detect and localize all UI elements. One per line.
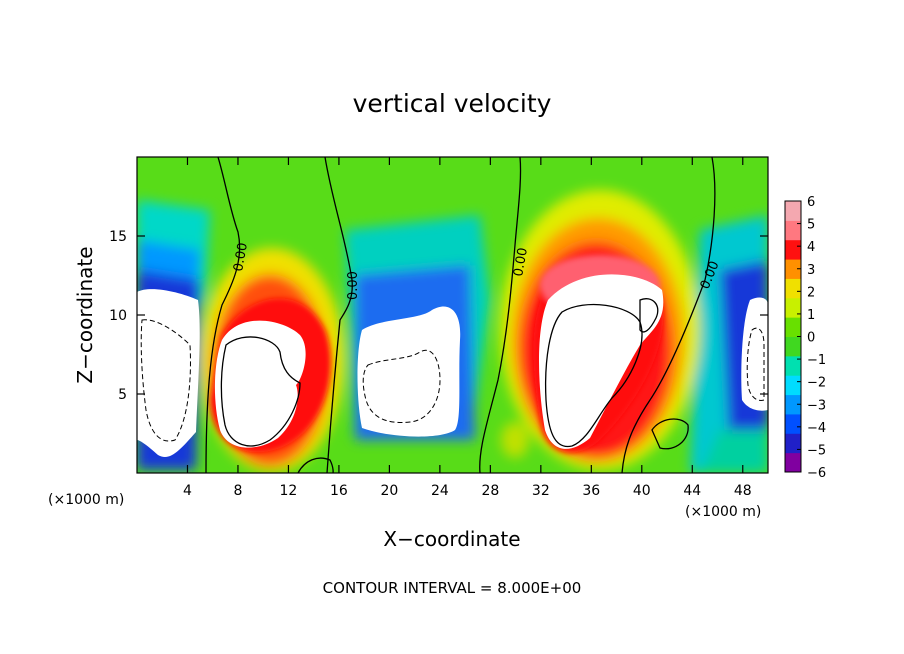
colorbar-tick-label: −4 [807,421,826,436]
x-tick-label: 4 [183,483,192,499]
colorbar-tick-label: −5 [807,443,826,458]
x-axis: 4 8 12 16 20 24 28 32 36 40 44 48 [183,157,752,499]
colorbar-swatch [785,394,801,415]
colorbar-swatch [785,433,801,454]
x-tick-label: 16 [330,483,348,499]
x-tick-label: 36 [582,483,600,499]
colorbar: 6 5 4 3 2 1 0 −1 −2 −3 −4 −5 −6 [784,195,826,481]
colorbar-swatch [785,278,801,299]
x-tick-label: 48 [734,483,752,499]
colorbar-tick-label: 1 [807,308,815,323]
colorbar-swatch [785,336,801,357]
colorbar-swatch [785,220,801,241]
x-units-right: (×1000 m) [685,504,761,520]
colorbar-swatch [785,317,801,337]
contour-interval-note: CONTOUR INTERVAL = 8.000E+00 [323,579,582,597]
x-axis-label: X−coordinate [383,527,520,551]
x-tick-label: 28 [481,483,499,499]
x-tick-label: 8 [233,483,242,499]
colorbar-tick-label: 6 [807,195,815,210]
colorbar-tick-label: 0 [807,331,815,346]
x-units-left: (×1000 m) [48,492,124,508]
y-axis: 5 10 15 [109,229,768,403]
y-tick-label: 15 [109,229,127,245]
colorbar-swatch [785,297,801,318]
x-tick-label: 44 [683,483,701,499]
x-tick-label: 32 [532,483,550,499]
colorbar-swatch [785,452,801,473]
x-tick-label: 12 [280,483,298,499]
contour-label: 0.00 [346,271,361,300]
y-tick-label: 10 [109,308,127,324]
x-tick-label: 20 [380,483,398,499]
colorbar-tick-label: 5 [807,218,815,233]
colorbar-swatch [785,259,801,279]
colorbar-swatch [785,413,801,434]
colorbar-tick-label: −3 [807,398,826,413]
colorbar-tick-label: −1 [807,353,826,368]
chart-title: vertical velocity [353,89,552,118]
contour-label: 0.00 [511,247,531,278]
colorbar-tick-label: 2 [807,285,815,300]
colorbar-swatch [785,201,801,221]
x-tick-label: 40 [633,483,651,499]
y-axis-label: Z−coordinate [73,246,97,383]
colorbar-tick-label: 3 [807,263,815,278]
colorbar-tick-label: 4 [807,240,815,255]
contour-label: 0.00 [231,242,251,273]
y-tick-label: 5 [118,387,127,403]
x-tick-label: 24 [431,483,449,499]
colorbar-swatch [785,355,801,376]
colorbar-swatch [785,239,801,260]
colorbar-swatch [785,375,801,396]
heatmap-field: 0.00 0.00 0.00 0.00 [137,157,768,473]
colorbar-tick-label: −6 [807,466,826,481]
colorbar-tick-label: −2 [807,376,826,391]
